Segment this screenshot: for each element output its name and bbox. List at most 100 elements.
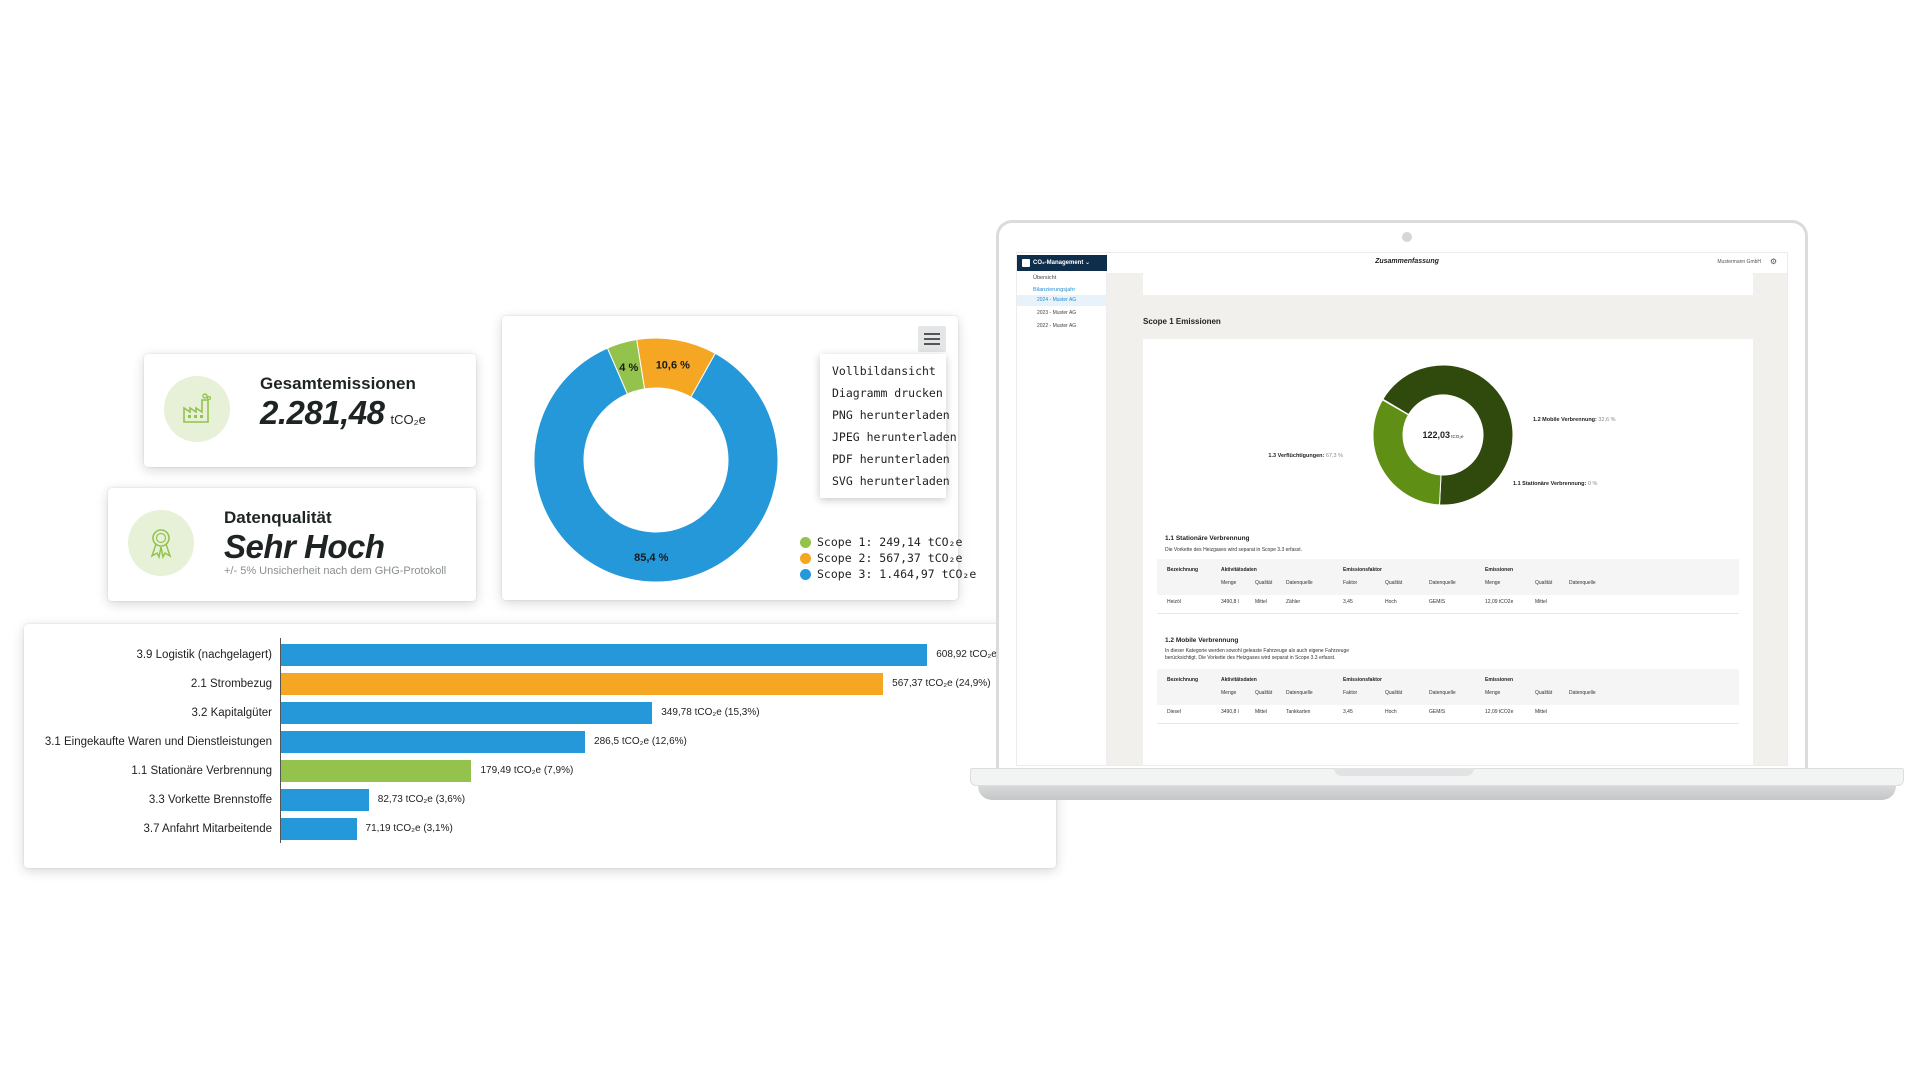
table-group-header: Emissionen	[1485, 567, 1514, 573]
header-title: Zusammenfassung	[1375, 258, 1439, 265]
bar-scope2[interactable]	[281, 673, 884, 695]
camera-icon	[1402, 232, 1412, 242]
brand-logo-icon	[1022, 259, 1030, 267]
bar-category-label: 3.3 Vorkette Brennstoffe	[148, 794, 272, 806]
total-emissions-label: Gesamtemissionen	[260, 374, 416, 393]
bar-scope3[interactable]	[281, 731, 586, 753]
table-cell: Mittel	[1535, 709, 1547, 715]
donut-label-scope2: 10,6 %	[656, 359, 690, 371]
bar-axis-line	[280, 638, 281, 843]
menu-item-png[interactable]: PNG herunterladen	[832, 408, 950, 422]
data-quality-value: Sehr Hoch	[224, 528, 385, 565]
bar-category-label: 3.2 Kapitalgüter	[191, 707, 272, 719]
table-col-header: Datenquelle	[1286, 580, 1313, 586]
table2-header	[1157, 669, 1739, 705]
table-cell: Hoch	[1385, 599, 1397, 605]
bar-value-label: 71,19 tCO₂e (3,1%)	[365, 823, 453, 834]
nav-year-2022[interactable]: 2022 - Muster AG	[1037, 323, 1077, 329]
table1-title: 1.1 Stationäre Verbrennung	[1165, 535, 1250, 542]
table-group-header: Aktivitätsdaten	[1221, 677, 1257, 683]
table-col-header: Faktor	[1343, 580, 1358, 586]
hamburger-menu-icon[interactable]	[918, 326, 946, 352]
table-col-header: Qualität	[1535, 690, 1553, 696]
total-emissions-unit: tCO₂e	[390, 412, 426, 427]
legend-label-scope1: Scope 1: 249,14 tCO₂e	[817, 535, 963, 549]
table1: Bezeichnung Aktivitätsdaten Emissionsfakto…	[1143, 559, 1753, 619]
table-row-divider	[1157, 613, 1739, 614]
nav-reporting-year[interactable]: Bilanzierungsjahr	[1033, 287, 1076, 293]
donut-label-scope1: 4 %	[619, 362, 638, 374]
export-menu: Vollbildansicht Diagramm drucken PNG her…	[820, 354, 957, 498]
screen-sidebar: CO₂-Management ⌄ Übersicht Bilanzierungs…	[1017, 253, 1107, 765]
menu-item-svg[interactable]: SVG herunterladen	[832, 474, 950, 488]
bar-scope3[interactable]	[281, 818, 357, 840]
table1-desc: Die Vorkette des Heizgases wird separat …	[1165, 547, 1303, 553]
top-panel	[1143, 273, 1753, 295]
table-cell: Mittel	[1255, 599, 1267, 605]
table-col-header: Qualität	[1535, 580, 1553, 586]
table2-desc-1: In dieser Kategorie werden sowohl geleas…	[1165, 648, 1350, 654]
menu-item-jpeg[interactable]: JPEG herunterladen	[832, 430, 957, 444]
gear-icon[interactable]: ⚙	[1769, 257, 1777, 266]
data-quality-label: Datenqualität	[224, 508, 332, 527]
table-cell: Tankkarten	[1286, 709, 1311, 715]
mini-donut-label: 1.3 Verflüchtigungen: 67,3 %	[1268, 453, 1343, 459]
nav-overview[interactable]: Übersicht	[1033, 275, 1057, 281]
bar-scope3[interactable]	[281, 789, 369, 811]
table-cell: Diesel	[1167, 709, 1181, 715]
legend-dot-scope3	[800, 568, 811, 580]
table-cell: 12,09 tCO2e	[1485, 709, 1514, 715]
table-col-header: Datenquelle	[1569, 580, 1596, 586]
legend-item-scope2[interactable]: Scope 2: 567,37 tCO₂e	[800, 550, 976, 566]
table-cell: 3,45	[1343, 709, 1353, 715]
bar-scope3[interactable]	[281, 702, 653, 724]
bar-value-label: 82,73 tCO₂e (3,6%)	[377, 794, 466, 805]
menu-item-pdf[interactable]: PDF herunterladen	[832, 452, 950, 466]
mini-donut-slice	[1372, 399, 1442, 506]
table-cell: Hoch	[1385, 709, 1397, 715]
mini-donut-slice	[1382, 364, 1514, 506]
table-col-header: Datenquelle	[1286, 690, 1313, 696]
table-cell: 3,45	[1343, 599, 1353, 605]
menu-item-print[interactable]: Diagramm drucken	[832, 386, 943, 400]
data-quality-subtitle: +/- 5% Unsicherheit nach dem GHG-Protoko…	[224, 565, 447, 577]
bar-scope1[interactable]	[281, 760, 472, 782]
header-user-menu[interactable]: Mustermann GmbH	[1717, 259, 1761, 265]
table-cell: GEMIS	[1429, 599, 1446, 605]
table2-title: 1.2 Mobile Verbrennung	[1165, 637, 1239, 644]
bar-value-label: 179,49 tCO₂e (7,9%)	[480, 765, 574, 776]
table1-header	[1157, 559, 1739, 595]
bar-scope3[interactable]	[281, 644, 928, 666]
table-cell: Heizöl	[1167, 599, 1181, 605]
legend-item-scope3[interactable]: Scope 3: 1.464,97 tCO₂e	[800, 566, 976, 582]
bar-category-label: 2.1 Strombezug	[190, 678, 272, 690]
legend-dot-scope2	[800, 552, 811, 564]
bar-category-label: 1.1 Stationäre Verbrennung	[131, 765, 272, 777]
bar-value-label: 349,78 tCO₂e (15,3%)	[661, 707, 760, 718]
brand-label: CO₂-Management	[1033, 260, 1084, 266]
brand-menu[interactable]: CO₂-Management ⌄	[1017, 255, 1107, 271]
table-col-header: Qualität	[1385, 690, 1403, 696]
menu-item-fullscreen[interactable]: Vollbildansicht	[832, 364, 936, 378]
category-bar-card: 3.9 Logistik (nachgelagert) 608,92 tCO₂e …	[24, 624, 1056, 868]
donut-legend: Scope 1: 249,14 tCO₂e Scope 2: 567,37 tC…	[800, 534, 976, 582]
nav-year-2024[interactable]: 2024 - Muster AG	[1017, 295, 1106, 306]
table-cell: Mittel	[1255, 709, 1267, 715]
mini-donut-slice	[1381, 398, 1410, 416]
laptop-screen: Scope 1 Emissionen 1.3 Verflüchtigungen:…	[1016, 252, 1788, 766]
bar-category-label: 3.7 Anfahrt Mitarbeitende	[143, 823, 273, 835]
table-row-divider	[1157, 723, 1739, 724]
laptop-base-bottom	[978, 786, 1896, 800]
table-cell: 3490,8 l	[1221, 599, 1239, 605]
screen-content: Scope 1 Emissionen 1.3 Verflüchtigungen:…	[1107, 273, 1787, 765]
table-col-header: Datenquelle	[1429, 690, 1456, 696]
data-quality-card: Datenqualität Sehr Hoch +/- 5% Unsicherh…	[108, 488, 476, 601]
category-bar-chart: 3.9 Logistik (nachgelagert) 608,92 tCO₂e …	[24, 624, 1056, 868]
nav-year-2023[interactable]: 2023 - Muster AG	[1037, 310, 1077, 316]
table-group-header: Bezeichnung	[1167, 677, 1199, 683]
legend-item-scope1[interactable]: Scope 1: 249,14 tCO₂e	[800, 534, 976, 550]
total-emissions-number: 2.281,48	[260, 394, 385, 431]
bar-value-label: 567,37 tCO₂e (24,9%)	[892, 678, 991, 689]
donut-slice-scope3	[533, 347, 779, 583]
mini-donut-label: 1.2 Mobile Verbrennung: 32,6 %	[1533, 417, 1616, 423]
